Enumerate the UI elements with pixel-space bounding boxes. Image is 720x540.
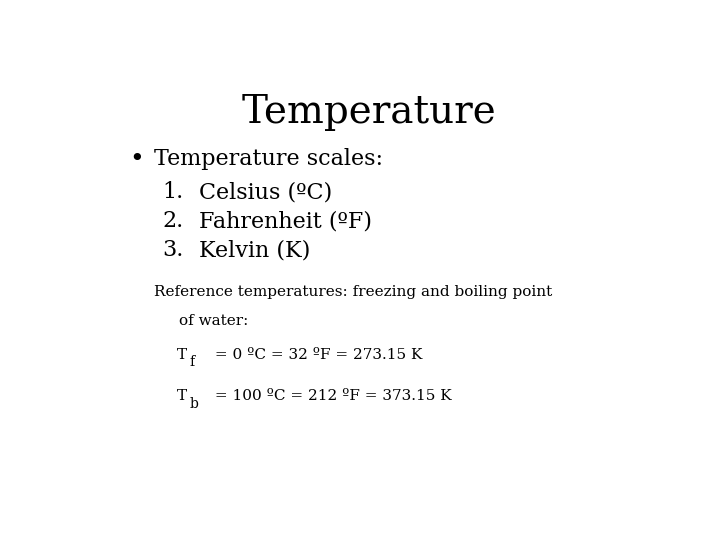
Text: T: T: [176, 389, 186, 403]
Text: = 100 ºC = 212 ºF = 373.15 K: = 100 ºC = 212 ºF = 373.15 K: [210, 389, 451, 403]
Text: 3.: 3.: [163, 239, 184, 261]
Text: •: •: [129, 148, 144, 171]
Text: 1.: 1.: [163, 181, 184, 203]
Text: f: f: [190, 355, 195, 369]
Text: b: b: [190, 396, 199, 410]
Text: 2.: 2.: [163, 210, 184, 232]
Text: of water:: of water:: [179, 314, 248, 328]
Text: T: T: [176, 348, 186, 362]
Text: Temperature: Temperature: [242, 94, 496, 131]
Text: Fahrenheit (ºF): Fahrenheit (ºF): [199, 210, 372, 232]
Text: Celsius (ºC): Celsius (ºC): [199, 181, 332, 203]
Text: Temperature scales:: Temperature scales:: [154, 148, 383, 170]
Text: = 0 ºC = 32 ºF = 273.15 K: = 0 ºC = 32 ºF = 273.15 K: [210, 348, 423, 362]
Text: Reference temperatures: freezing and boiling point: Reference temperatures: freezing and boi…: [154, 285, 552, 299]
Text: Kelvin (K): Kelvin (K): [199, 239, 310, 261]
